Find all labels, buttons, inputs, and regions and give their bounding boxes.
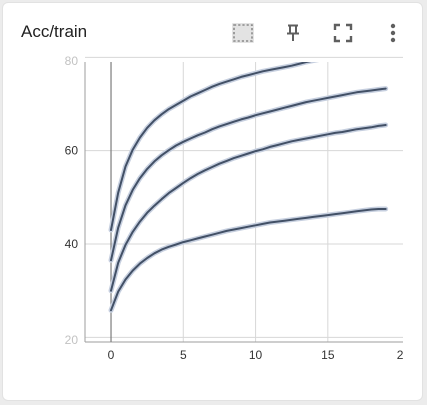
y-tick-label: 60 [65,144,79,158]
x-tick-label: 5 [180,348,187,362]
y-tick-label: 80 [65,54,79,68]
series-2-halo [111,89,386,261]
x-tick-label: 15 [321,348,335,362]
series-4-halo [111,209,386,310]
series-1-line [111,52,386,230]
x-tick-label: 0 [108,348,115,362]
series-group [111,52,386,311]
series-1-halo [111,52,386,230]
y-tick-label: 20 [65,333,79,347]
y-tick-label: 40 [65,237,79,251]
series-3-line [111,125,386,291]
series-2-line [111,89,386,261]
x-tick-label: 10 [249,348,263,362]
x-tick-label: 2 [397,348,404,362]
